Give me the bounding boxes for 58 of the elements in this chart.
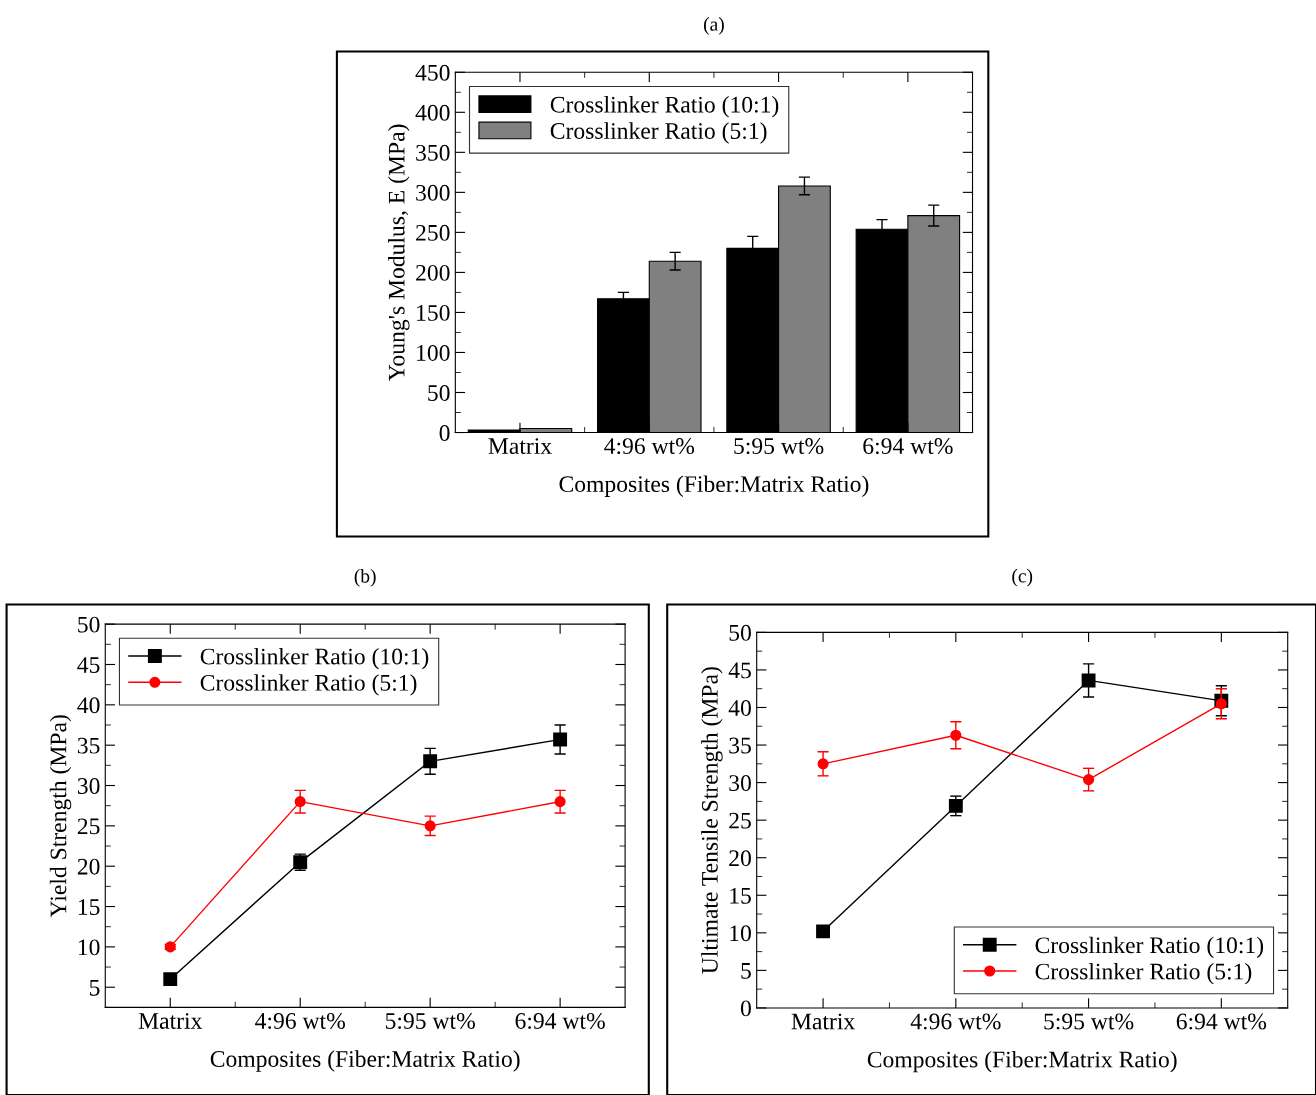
chart-title: (a) [703, 17, 724, 35]
y-tick-label: 30 [729, 775, 751, 792]
x-tick-label: 5:95 wt% [1044, 1013, 1134, 1030]
y-tick-label: 35 [729, 737, 751, 754]
y-tick-label: 50 [78, 616, 100, 633]
legend-label: Crosslinker Ratio (10:1) [200, 647, 429, 670]
y-tick-label: 25 [77, 818, 100, 835]
chart-title: (c) [1012, 568, 1033, 587]
x-tick-label: 6:94 wt% [863, 438, 953, 455]
y-axis-title: Yield Strength (MPa) [49, 715, 72, 918]
y-tick-label: 300 [416, 184, 450, 201]
y-tick-label: 200 [416, 264, 450, 281]
x-tick-label: Matrix [488, 438, 552, 454]
x-tick-label: Matrix [791, 1013, 855, 1030]
y-tick-label: 250 [416, 224, 450, 241]
x-tick-label: Matrix [138, 1013, 203, 1029]
x-tick-label: 6:94 wt% [1176, 1013, 1267, 1030]
legend-label: Crosslinker Ratio (5:1) [1035, 962, 1252, 985]
y-tick-label: 45 [728, 662, 751, 679]
y-tick-label: 5 [741, 963, 751, 979]
x-tick-label: 4:96 wt% [910, 1013, 1001, 1030]
y-tick-label: 40 [728, 699, 751, 716]
y-tick-label: 25 [729, 812, 751, 829]
chart-title: (b) [354, 568, 376, 587]
y-tick-label: 350 [416, 144, 450, 161]
y-tick-label: 35 [77, 737, 100, 754]
x-axis-title: Composites (Fiber:Matrix Ratio) [559, 475, 869, 497]
x-tick-label: 4:96 wt% [255, 1012, 345, 1029]
legend-label: Crosslinker Ratio (10:1) [1035, 936, 1264, 959]
y-tick-label: 15 [78, 899, 100, 915]
y-tick-label: 0 [740, 1000, 751, 1017]
y-tick-label: 30 [77, 778, 100, 794]
y-tick-label: 20 [77, 858, 100, 875]
legend-label: Crosslinker Ratio (5:1) [550, 122, 767, 144]
y-tick-label: 10 [730, 925, 751, 942]
x-axis-title: Composites (Fiber:Matrix Ratio) [210, 1050, 520, 1072]
y-tick-label: 400 [415, 104, 450, 121]
y-tick-label: 0 [439, 425, 450, 441]
y-axis-title: Young's Modulus, E (MPa) [388, 124, 410, 381]
y-tick-label: 5 [89, 979, 100, 996]
x-tick-label: 5:95 wt% [385, 1012, 475, 1029]
y-tick-label: 100 [417, 344, 450, 361]
y-tick-label: 10 [78, 939, 100, 956]
x-tick-label: 6:94 wt% [515, 1012, 605, 1029]
x-tick-label: 4:96 wt% [604, 438, 695, 455]
y-tick-label: 45 [77, 657, 100, 673]
y-tick-label: 50 [428, 384, 450, 401]
y-axis-title: Ultimate Tensile Strength (MPa) [701, 667, 723, 974]
legend-label: Crosslinker Ratio (10:1) [550, 96, 779, 118]
y-tick-label: 50 [729, 624, 751, 641]
x-axis-title: Composites (Fiber:Matrix Ratio) [867, 1050, 1177, 1073]
y-tick-label: 150 [417, 304, 450, 321]
y-tick-label: 15 [730, 887, 751, 904]
x-tick-label: 5:95 wt% [734, 438, 824, 455]
y-tick-label: 450 [415, 64, 450, 81]
legend-label: Crosslinker Ratio (5:1) [200, 674, 417, 696]
y-tick-label: 20 [729, 850, 751, 867]
y-tick-label: 40 [77, 697, 100, 714]
